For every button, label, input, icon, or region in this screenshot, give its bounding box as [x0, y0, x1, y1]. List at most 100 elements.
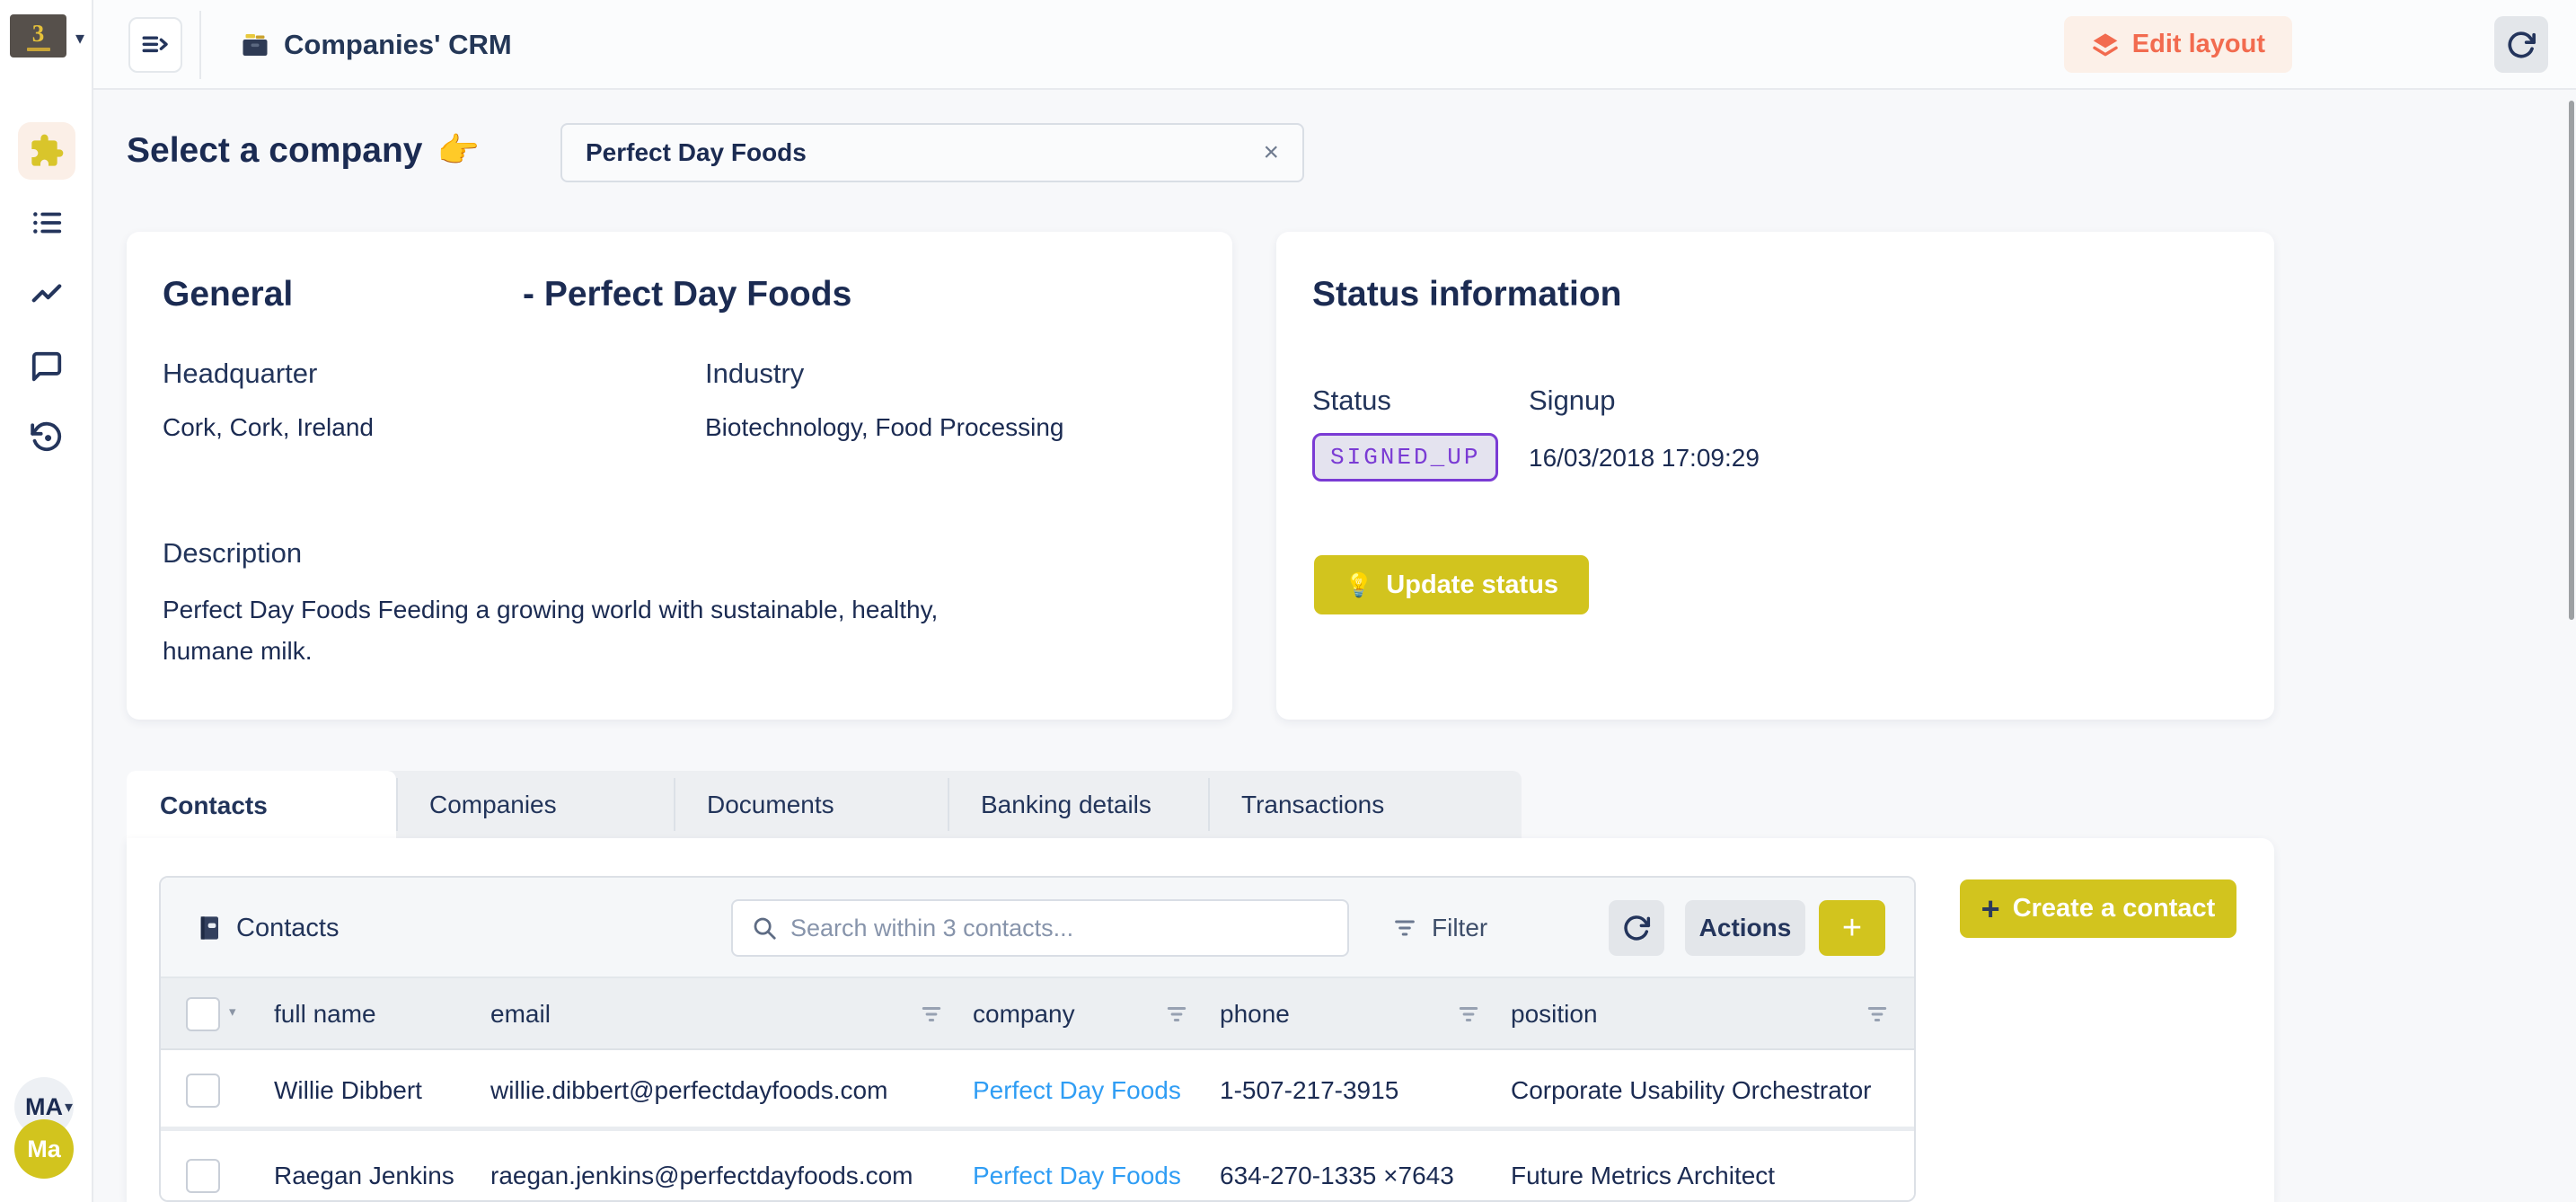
tab-content-panel: Contacts Filter — [127, 838, 2274, 1202]
table-toolbar: Contacts Filter — [161, 878, 1914, 978]
column-header-email[interactable]: email — [490, 1000, 551, 1028]
general-card: General - Perfect Day Foods Headquarter … — [127, 232, 1232, 720]
table-header-row: ▾ full name email company phone position — [161, 978, 1914, 1050]
headquarter-value: Cork, Cork, Ireland — [163, 413, 374, 441]
industry-label: Industry — [705, 358, 805, 389]
description-value: Perfect Day Foods Feeding a growing worl… — [163, 596, 939, 665]
avatar-caret-icon[interactable]: ▾ — [65, 1098, 74, 1116]
cell-phone: 1-507-217-3915 — [1220, 1076, 1399, 1104]
tab-contacts[interactable]: Contacts — [127, 771, 396, 840]
contacts-table: Contacts Filter — [159, 876, 1916, 1202]
filter-button[interactable]: Filter — [1392, 878, 1487, 978]
search-icon — [751, 915, 778, 941]
edit-layout-label: Edit layout — [2131, 30, 2265, 58]
lightbulb-icon: 💡 — [1344, 570, 1374, 598]
status-card-title: Status information — [1312, 275, 1622, 314]
select-company-label: Select a company — [127, 131, 423, 170]
table-row[interactable]: Willie Dibbert willie.dibbert@perfectday… — [161, 1050, 1914, 1131]
row-checkbox[interactable] — [186, 1159, 220, 1193]
sidebar-item-list[interactable] — [18, 194, 75, 252]
app-logo[interactable]: 3 — [10, 14, 66, 57]
refresh-icon — [1622, 914, 1651, 942]
column-filter-icon[interactable] — [1457, 1003, 1480, 1026]
collapse-menu-button[interactable] — [128, 17, 182, 73]
trend-chart-icon — [30, 278, 64, 312]
column-filter-icon[interactable] — [1165, 1003, 1188, 1026]
app-logo-subtext — [26, 47, 50, 51]
chat-bubble-icon — [30, 349, 64, 384]
table-refresh-button[interactable] — [1609, 900, 1664, 956]
tab-banking-details[interactable]: Banking details — [948, 771, 1208, 838]
user-avatar[interactable]: Ma — [14, 1119, 74, 1179]
app-logo-glyph: 3 — [31, 19, 45, 47]
clear-selection-icon[interactable]: × — [1263, 137, 1279, 167]
cell-email: willie.dibbert@perfectdayfoods.com — [490, 1076, 888, 1104]
column-filter-icon[interactable] — [1866, 1003, 1889, 1026]
cell-email: raegan.jenkins@perfectdayfoods.com — [490, 1162, 913, 1189]
logo-caret-icon[interactable]: ▾ — [75, 29, 85, 49]
create-contact-button[interactable]: + Create a contact — [1960, 879, 2236, 938]
add-row-button[interactable]: + — [1819, 900, 1885, 956]
row-checkbox[interactable] — [186, 1074, 220, 1108]
puzzle-icon — [29, 133, 65, 169]
industry-value: Biotechnology, Food Processing — [705, 413, 1064, 441]
general-card-subtitle: - Perfect Day Foods — [523, 275, 852, 314]
update-status-button[interactable]: 💡 Update status — [1314, 555, 1589, 614]
notebook-icon — [195, 914, 224, 942]
sidebar-item-chat[interactable] — [18, 338, 75, 395]
cell-full-name: Willie Dibbert — [274, 1076, 422, 1104]
hamburger-arrow-icon — [140, 30, 171, 60]
layers-icon — [2091, 31, 2120, 59]
sidebar-item-plugins[interactable] — [18, 122, 75, 180]
update-status-label: Update status — [1386, 570, 1559, 599]
create-contact-label: Create a contact — [2012, 894, 2216, 923]
table-title-label: Contacts — [236, 913, 340, 942]
history-icon — [30, 420, 64, 454]
card-file-box-icon — [239, 29, 271, 61]
cell-phone: 634-270-1335 ×7643 — [1220, 1162, 1454, 1189]
pointing-right-icon: 👉 — [437, 132, 480, 170]
company-combobox[interactable]: Perfect Day Foods × — [560, 123, 1304, 182]
general-card-title: General — [163, 275, 294, 314]
column-filter-icon[interactable] — [920, 1003, 943, 1026]
list-icon — [30, 206, 64, 240]
tab-transactions[interactable]: Transactions — [1208, 771, 1522, 838]
refresh-icon — [2506, 30, 2536, 60]
column-header-company[interactable]: company — [973, 1000, 1075, 1028]
status-label: Status — [1312, 384, 1391, 416]
column-header-position[interactable]: position — [1511, 1000, 1598, 1028]
sidebar-item-history[interactable] — [18, 408, 75, 465]
column-header-full-name[interactable]: full name — [274, 1000, 376, 1028]
search-input[interactable] — [790, 914, 1329, 942]
signup-label: Signup — [1529, 384, 1616, 416]
company-combobox-value: Perfect Day Foods — [586, 138, 807, 166]
cell-position: Future Metrics Architect — [1511, 1162, 1776, 1189]
cell-full-name: Raegan Jenkins — [274, 1162, 454, 1189]
edit-layout-button[interactable]: Edit layout — [2063, 16, 2292, 73]
status-badge: SIGNED_UP — [1312, 433, 1499, 482]
signup-value: 16/03/2018 17:09:29 — [1529, 444, 1760, 472]
sidebar-item-analytics[interactable] — [18, 266, 75, 323]
plus-icon: + — [1981, 889, 2000, 927]
filter-label: Filter — [1432, 914, 1488, 941]
cell-company-link[interactable]: Perfect Day Foods — [973, 1162, 1181, 1189]
actions-button[interactable]: Actions — [1685, 900, 1805, 956]
description-label: Description — [163, 537, 303, 569]
vertical-scrollbar[interactable] — [2569, 101, 2574, 620]
table-row[interactable]: Raegan Jenkins raegan.jenkins@perfectday… — [161, 1136, 1914, 1200]
tab-companies[interactable]: Companies — [396, 771, 674, 838]
top-bar: Companies' CRM Edit layout — [93, 0, 2576, 90]
cell-company-link[interactable]: Perfect Day Foods — [973, 1076, 1181, 1104]
filter-icon — [1392, 915, 1417, 941]
select-all-caret-icon[interactable]: ▾ — [229, 1004, 236, 1020]
status-card: Status information Status Signup SIGNED_… — [1276, 232, 2274, 720]
select-all-checkbox[interactable] — [186, 997, 220, 1031]
page-refresh-button[interactable] — [2494, 16, 2548, 73]
cell-position: Corporate Usability Orchestrator — [1511, 1076, 1872, 1104]
sidebar: 3 ▾ — [0, 0, 93, 1202]
headquarter-label: Headquarter — [163, 358, 318, 389]
column-header-phone[interactable]: phone — [1220, 1000, 1290, 1028]
table-search — [731, 899, 1349, 957]
tab-documents[interactable]: Documents — [674, 771, 948, 838]
page-title: Companies' CRM — [284, 29, 512, 60]
